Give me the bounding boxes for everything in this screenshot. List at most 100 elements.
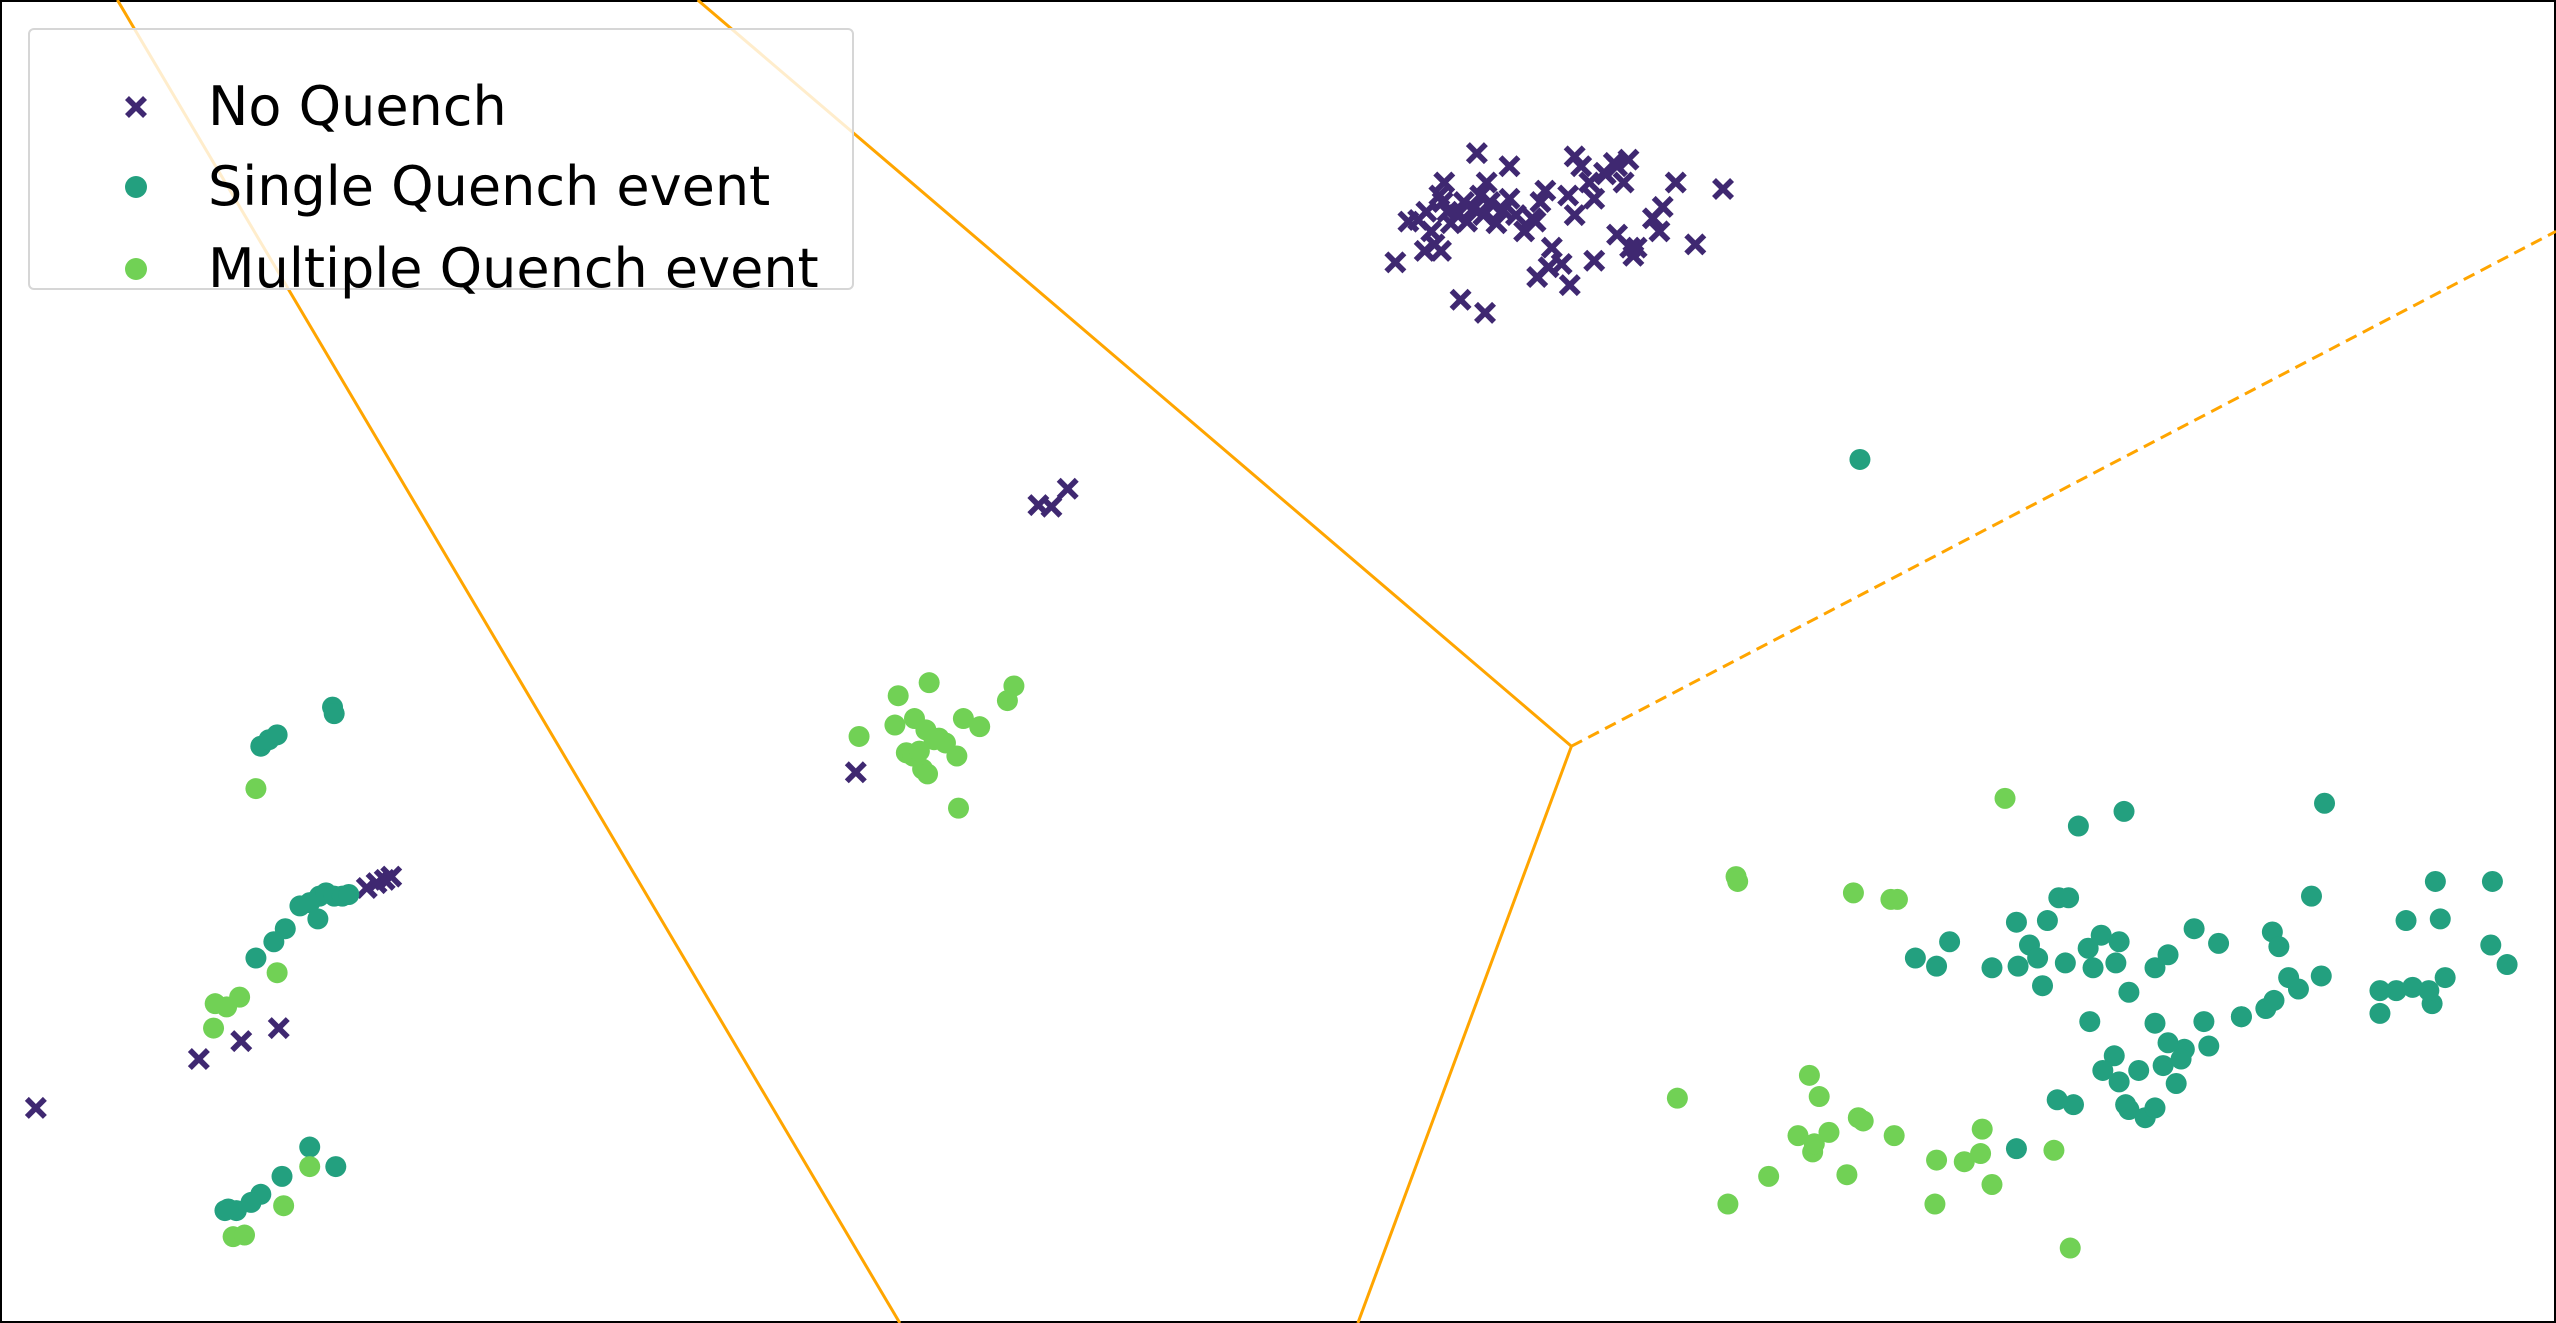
no-quench-point bbox=[1537, 256, 1560, 279]
decision-boundary-4 bbox=[1570, 230, 2556, 748]
series-single-quench bbox=[214, 448, 2518, 1222]
single-quench-point bbox=[266, 724, 288, 746]
single-quench-point bbox=[2310, 965, 2332, 987]
single-quench-point bbox=[2287, 978, 2309, 1000]
no-quench-point bbox=[1712, 178, 1735, 200]
single-quench-point bbox=[2300, 885, 2322, 907]
multiple-quench-point bbox=[946, 745, 968, 767]
single-quench-point bbox=[2108, 931, 2130, 953]
multiple-quench-point bbox=[1924, 1193, 1946, 1215]
multiple-quench-point bbox=[2043, 1139, 2065, 1161]
single-quench-point bbox=[2077, 937, 2099, 959]
multiple-quench-point bbox=[1981, 1174, 2003, 1196]
no-quench-point bbox=[1456, 210, 1479, 233]
no-quench-point bbox=[1498, 155, 1521, 178]
series-no-quench bbox=[24, 142, 1735, 1119]
single-quench-point bbox=[2144, 1012, 2166, 1034]
no-quench-point bbox=[1534, 179, 1557, 202]
no-quench-point bbox=[24, 1096, 47, 1119]
single-quench-point bbox=[2424, 870, 2446, 892]
multiple-quench-point bbox=[887, 685, 909, 707]
no-quench-point bbox=[1423, 233, 1446, 256]
circle-marker-icon bbox=[125, 176, 147, 198]
no-quench-point bbox=[1475, 171, 1498, 194]
multiple-quench-point bbox=[952, 708, 974, 730]
single-quench-point bbox=[2208, 932, 2230, 954]
single-quench-point bbox=[2369, 980, 2391, 1002]
no-quench-point bbox=[1529, 191, 1552, 214]
no-quench-point bbox=[1606, 155, 1629, 178]
no-quench-point bbox=[1664, 171, 1687, 194]
no-quench-point bbox=[1558, 274, 1581, 297]
multiple-quench-point bbox=[1842, 882, 1864, 904]
multiple-quench-point bbox=[266, 962, 288, 984]
no-quench-point bbox=[1622, 244, 1645, 267]
no-quench-point bbox=[1617, 148, 1640, 171]
multiple-quench-point bbox=[996, 690, 1018, 712]
legend: No Quench Single Quench event Multiple Q… bbox=[28, 28, 854, 300]
single-quench-point bbox=[2105, 952, 2127, 974]
legend-item-single: Single Quench event bbox=[30, 152, 852, 222]
single-quench-point bbox=[1981, 957, 2003, 979]
single-quench-point bbox=[2170, 1048, 2192, 1070]
single-quench-point bbox=[2198, 1035, 2220, 1057]
multiple-quench-point bbox=[273, 1195, 295, 1217]
x-marker-icon bbox=[125, 96, 147, 118]
single-quench-point bbox=[2157, 944, 2179, 966]
multiple-quench-point bbox=[216, 996, 238, 1018]
multiple-quench-point bbox=[917, 763, 939, 785]
no-quench-point bbox=[1498, 187, 1521, 210]
no-quench-point bbox=[1465, 142, 1488, 165]
single-quench-point bbox=[2481, 870, 2503, 892]
single-quench-point bbox=[1904, 947, 1926, 969]
single-quench-point bbox=[2496, 954, 2518, 976]
single-quench-point bbox=[2118, 981, 2140, 1003]
single-quench-point bbox=[2157, 1032, 2179, 1054]
multiple-quench-point bbox=[1886, 888, 1908, 910]
multiple-quench-point bbox=[1787, 1125, 1809, 1147]
no-quench-point bbox=[1593, 161, 1616, 184]
no-quench-point bbox=[844, 761, 867, 784]
single-quench-point bbox=[2082, 957, 2104, 979]
single-quench-point bbox=[2268, 936, 2290, 958]
multiple-quench-point bbox=[1953, 1151, 1975, 1173]
no-quench-point bbox=[1583, 249, 1606, 272]
no-quench-point bbox=[187, 1048, 210, 1071]
multiple-quench-point bbox=[1666, 1087, 1688, 1109]
single-quench-point bbox=[338, 883, 360, 905]
no-quench-point bbox=[1684, 233, 1707, 256]
no-quench-point bbox=[1578, 171, 1601, 194]
series-multiple-quench bbox=[203, 672, 2081, 1259]
single-quench-point bbox=[2113, 800, 2135, 822]
single-quench-point bbox=[2152, 1055, 2174, 1077]
no-quench-point bbox=[1397, 210, 1420, 233]
single-quench-point bbox=[2144, 1097, 2166, 1119]
single-quench-point bbox=[2402, 976, 2424, 998]
no-quench-point bbox=[1485, 212, 1508, 235]
no-quench-point bbox=[1040, 495, 1063, 518]
single-quench-point bbox=[2027, 947, 2049, 969]
legend-label-multiple: Multiple Quench event bbox=[208, 237, 819, 300]
single-quench-point bbox=[2032, 975, 2054, 997]
single-quench-point bbox=[2036, 910, 2058, 932]
legend-item-no-quench: No Quench bbox=[30, 72, 852, 142]
single-quench-point bbox=[2079, 1011, 2101, 1033]
multiple-quench-point bbox=[1970, 1143, 1992, 1165]
single-quench-point bbox=[2092, 1059, 2114, 1081]
no-quench-point bbox=[267, 1017, 290, 1040]
multiple-quench-point bbox=[1803, 1133, 1825, 1155]
multiple-quench-point bbox=[908, 740, 930, 762]
single-quench-point bbox=[2480, 934, 2502, 956]
single-quench-point bbox=[2062, 1094, 2084, 1116]
multiple-quench-point bbox=[918, 672, 940, 694]
no-quench-point bbox=[1563, 145, 1586, 168]
multiple-quench-point bbox=[1836, 1164, 1858, 1186]
no-quench-point bbox=[1472, 204, 1495, 227]
legend-label-single: Single Quench event bbox=[208, 155, 771, 218]
single-quench-point bbox=[2395, 910, 2417, 932]
no-quench-point bbox=[1504, 204, 1527, 227]
multiple-quench-point bbox=[234, 1224, 256, 1246]
no-quench-point bbox=[1557, 184, 1580, 207]
multiple-quench-point bbox=[1883, 1125, 1905, 1147]
single-quench-point bbox=[2314, 792, 2336, 814]
